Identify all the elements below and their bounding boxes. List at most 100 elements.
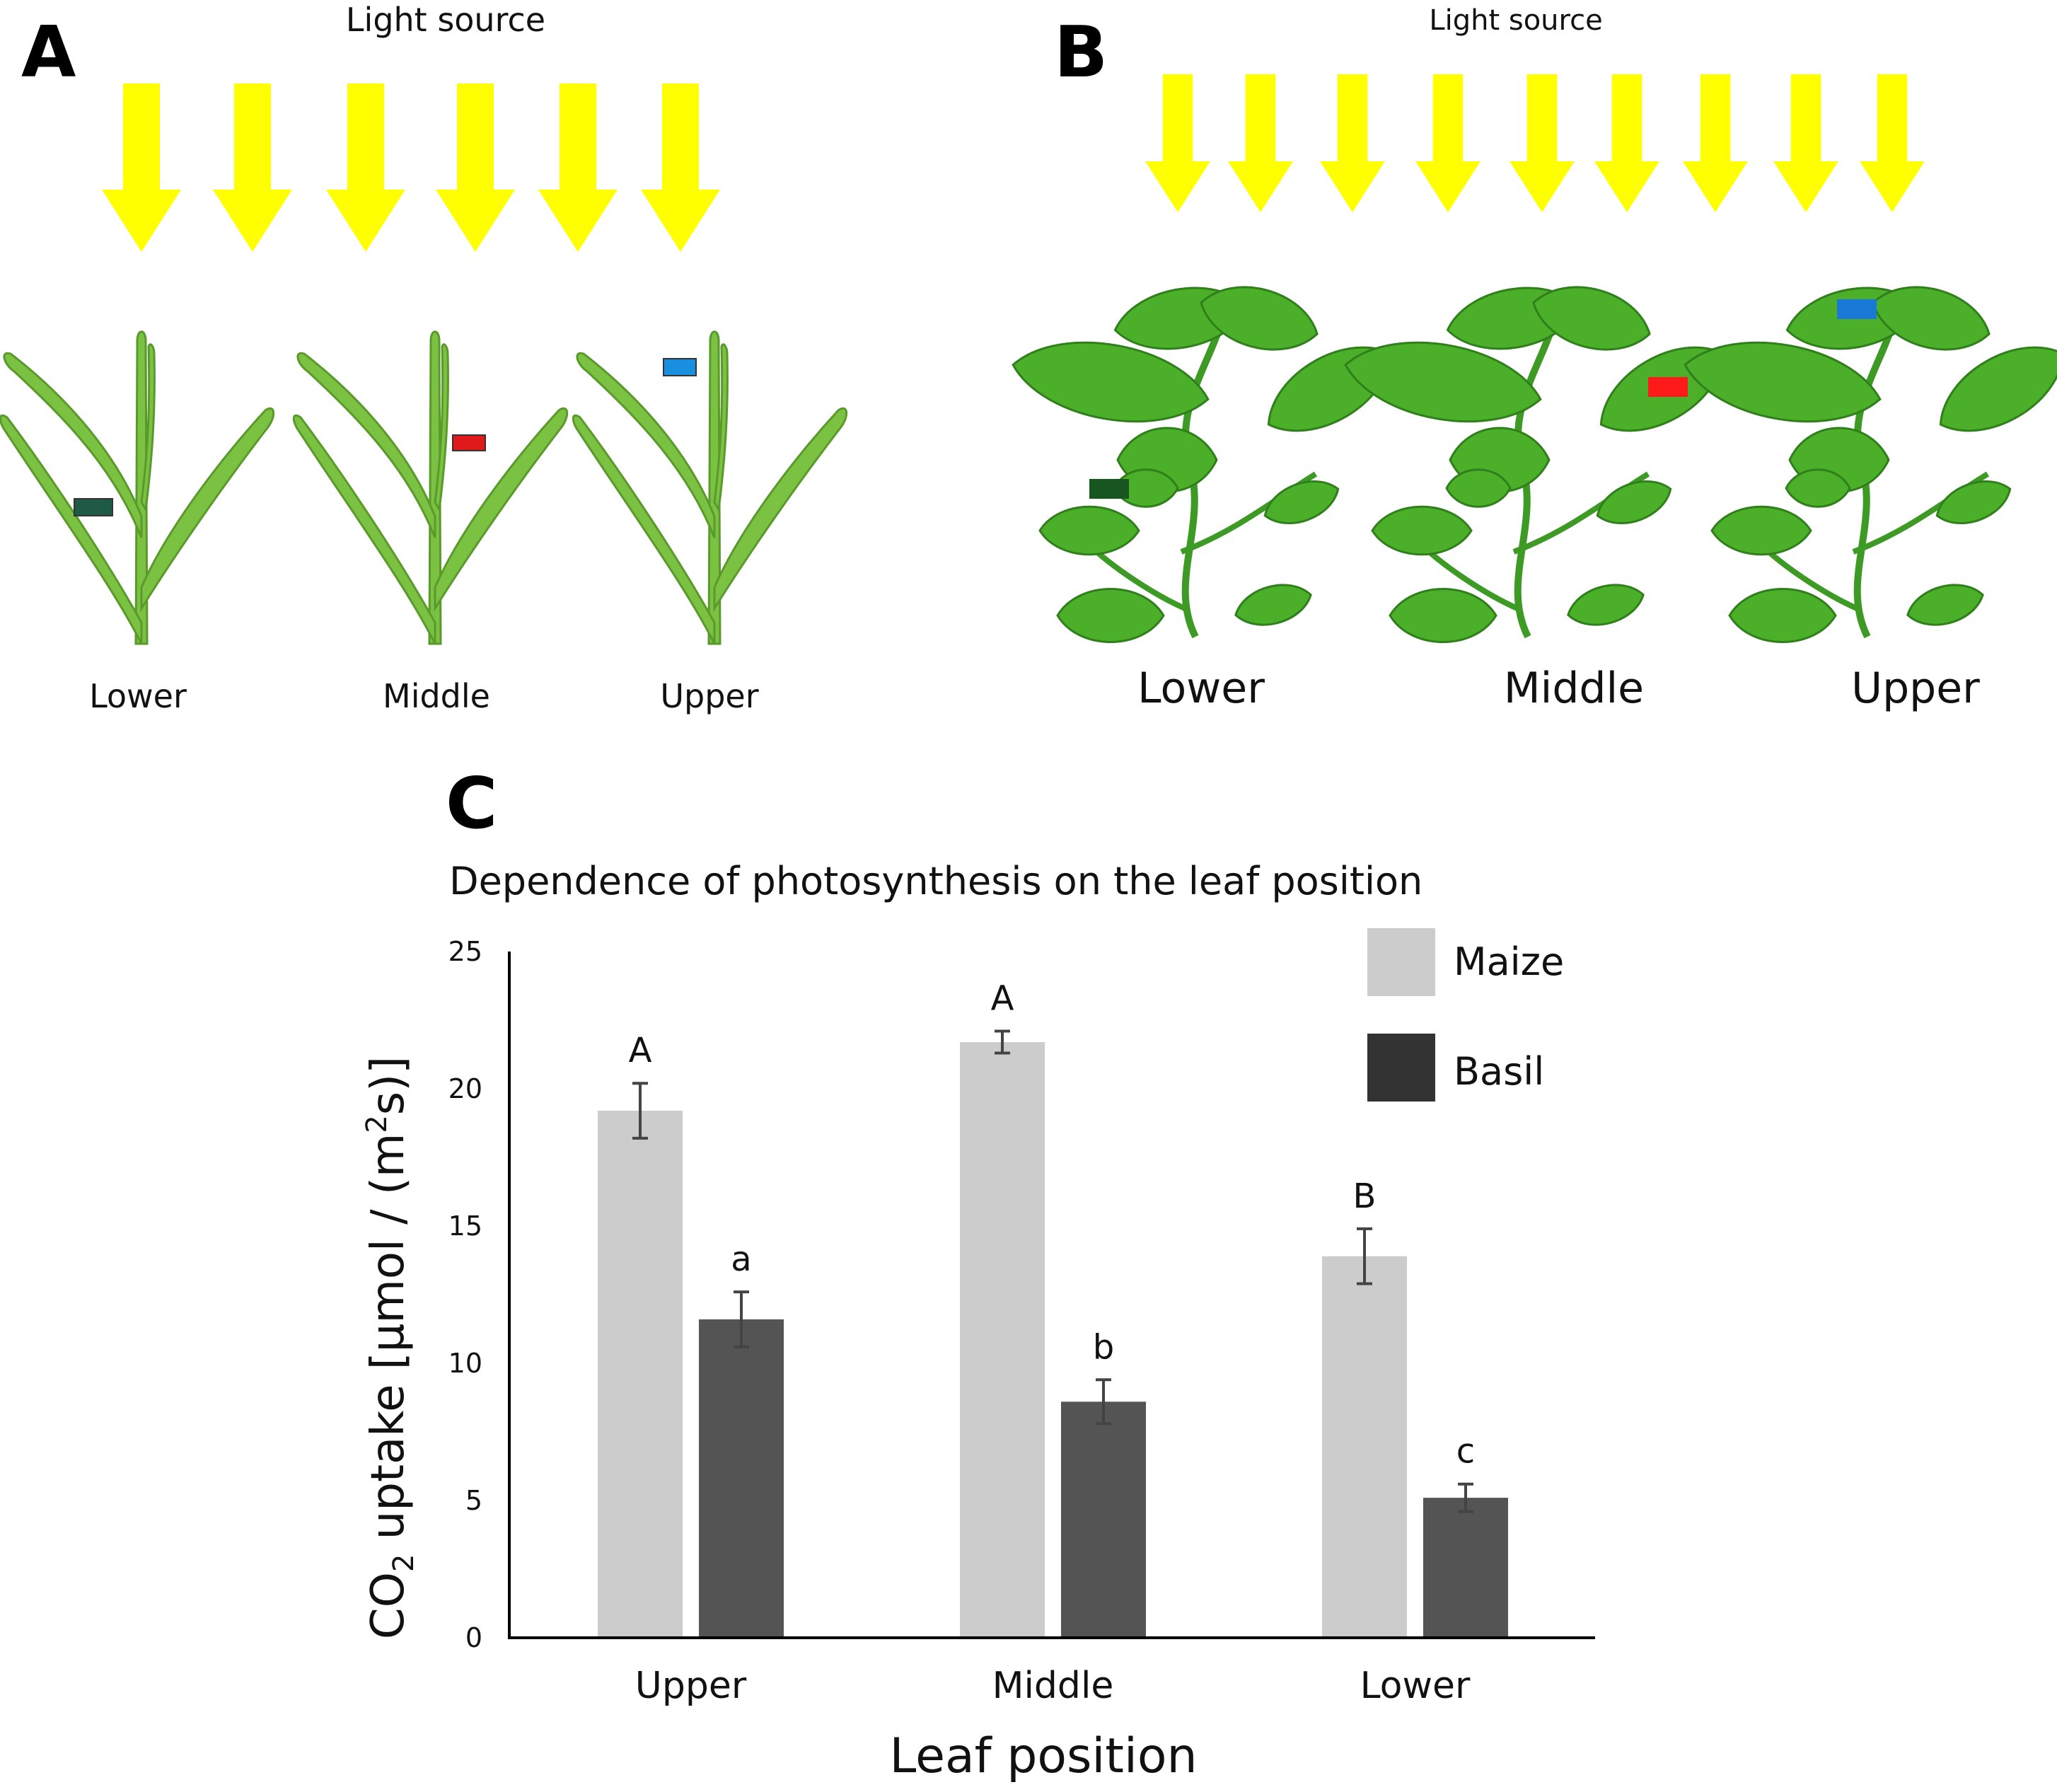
maize-stem xyxy=(707,330,722,645)
panel-b-light-arrows xyxy=(1145,74,1925,213)
significance-letter: c xyxy=(1456,1432,1475,1472)
legend: Maize Basil xyxy=(1367,928,1564,1102)
basil-leaf xyxy=(1200,286,1319,351)
basil-leaf xyxy=(1113,468,1179,508)
y-tick-label: 5 xyxy=(465,1485,482,1516)
light-arrow xyxy=(1145,74,1210,213)
maize-leaf xyxy=(434,343,449,513)
maize-leaf xyxy=(296,352,436,538)
basil-leaf xyxy=(1389,588,1497,643)
light-arrow xyxy=(1594,74,1659,213)
maize-leaf xyxy=(140,407,275,613)
basil-leaf xyxy=(1710,505,1812,556)
y-tick-label: 10 xyxy=(448,1348,482,1379)
basil-plant-middle xyxy=(1344,286,1725,643)
y-axis-label-post: s)] xyxy=(362,1056,415,1115)
light-arrow xyxy=(1320,74,1385,213)
light-arrow xyxy=(102,83,181,252)
y-axis-label-pre: CO xyxy=(362,1572,415,1639)
basil-leaf xyxy=(1906,584,1984,626)
basil-leaf xyxy=(1935,480,2012,524)
panel-a-light-label: Light source xyxy=(346,1,545,39)
significance-letter: A xyxy=(991,979,1014,1019)
basil-leaf xyxy=(1344,341,1542,423)
y-tick-label: 20 xyxy=(448,1073,482,1104)
legend-swatch-maize xyxy=(1367,928,1435,996)
legend-label-basil: Basil xyxy=(1454,1049,1544,1094)
maize-stem xyxy=(428,330,442,645)
legend-swatch-basil xyxy=(1367,1034,1435,1102)
y-axis-label: CO2 uptake [μmol / (m2s)] xyxy=(361,1056,420,1639)
x-tick-label: Middle xyxy=(992,1665,1114,1707)
x-tick-label: Lower xyxy=(1360,1665,1471,1707)
maize-leaf xyxy=(434,407,569,613)
basil-leaf xyxy=(1532,286,1651,351)
maize-plant-lower xyxy=(0,330,275,645)
light-arrow xyxy=(1415,74,1481,213)
light-arrow xyxy=(213,83,292,252)
light-arrow xyxy=(1228,74,1293,213)
panel-c: C Dependence of photosynthesis on the le… xyxy=(361,762,1595,1784)
panel-b-letter: B xyxy=(1054,11,1108,93)
basil-leaf xyxy=(1038,505,1140,556)
basil-leaf xyxy=(1056,588,1165,643)
basil-leaf xyxy=(1371,505,1473,556)
light-arrow xyxy=(641,83,720,252)
basil-leaf xyxy=(1939,346,2057,432)
panel-b-light-label: Light source xyxy=(1429,4,1602,37)
panel-a-label-middle: Middle xyxy=(383,677,490,715)
panel-a: A Light source Lower Middle Upper xyxy=(0,1,848,715)
error-bar xyxy=(995,1029,1010,1055)
measurement-marker xyxy=(1837,299,1877,319)
bar-basil-upper xyxy=(699,1319,784,1638)
measurement-marker xyxy=(663,358,697,376)
bar-maize-lower xyxy=(1322,1256,1407,1638)
measurement-marker xyxy=(452,434,486,451)
basil-plant-lower xyxy=(1012,286,1393,643)
error-bar xyxy=(1096,1378,1111,1426)
y-tick-label: 25 xyxy=(448,936,482,967)
y-tick-label: 15 xyxy=(448,1210,482,1242)
basil-leaf xyxy=(1872,286,1991,351)
basil-leaf xyxy=(1567,584,1645,626)
panel-a-light-arrows xyxy=(102,83,720,252)
significance-letter: b xyxy=(1093,1327,1114,1367)
bars: Aa Ab Bc xyxy=(598,979,1508,1638)
light-arrow xyxy=(538,83,618,252)
x-tick-label: Upper xyxy=(635,1665,747,1707)
error-bar xyxy=(734,1290,749,1348)
y-axis-label-mid: uptake [μmol / (m xyxy=(362,1133,415,1554)
basil-leaf xyxy=(1012,341,1210,423)
panel-b: B Light source Lower Middle Upper xyxy=(1012,4,2057,713)
maize-leaf xyxy=(140,343,156,513)
light-arrow xyxy=(1860,74,1925,213)
measurement-marker xyxy=(74,498,113,516)
basil-leaf xyxy=(1728,588,1837,643)
y-axis-ticks: 0 5 10 15 20 25 xyxy=(448,936,482,1653)
measurement-marker xyxy=(1648,377,1688,397)
maize-plant-upper xyxy=(572,330,848,645)
basil-leaf xyxy=(1684,341,1882,423)
basil-leaf xyxy=(1234,584,1312,626)
panel-b-label-middle: Middle xyxy=(1504,664,1644,713)
maize-leaf xyxy=(292,415,436,644)
y-axis-label-sup: 2 xyxy=(361,1115,393,1133)
bar-maize-upper xyxy=(598,1111,683,1638)
chart-title: Dependence of photosynthesis on the leaf… xyxy=(449,859,1422,903)
panel-a-maize-plants xyxy=(0,330,848,645)
error-bar xyxy=(1458,1482,1473,1513)
basil-leaf xyxy=(1263,480,1340,524)
basil-leaf xyxy=(1445,468,1512,508)
panel-a-label-upper: Upper xyxy=(660,677,758,715)
error-bar xyxy=(1357,1227,1372,1285)
basil-plant-upper xyxy=(1684,286,2057,643)
bar-basil-lower xyxy=(1423,1498,1508,1638)
light-arrow xyxy=(436,83,515,252)
error-bar xyxy=(632,1082,648,1140)
light-arrow xyxy=(1683,74,1748,213)
panel-a-letter: A xyxy=(21,11,76,93)
panel-b-basil-plants xyxy=(1012,286,2057,643)
light-arrow xyxy=(1773,74,1838,213)
light-arrow xyxy=(326,83,405,252)
